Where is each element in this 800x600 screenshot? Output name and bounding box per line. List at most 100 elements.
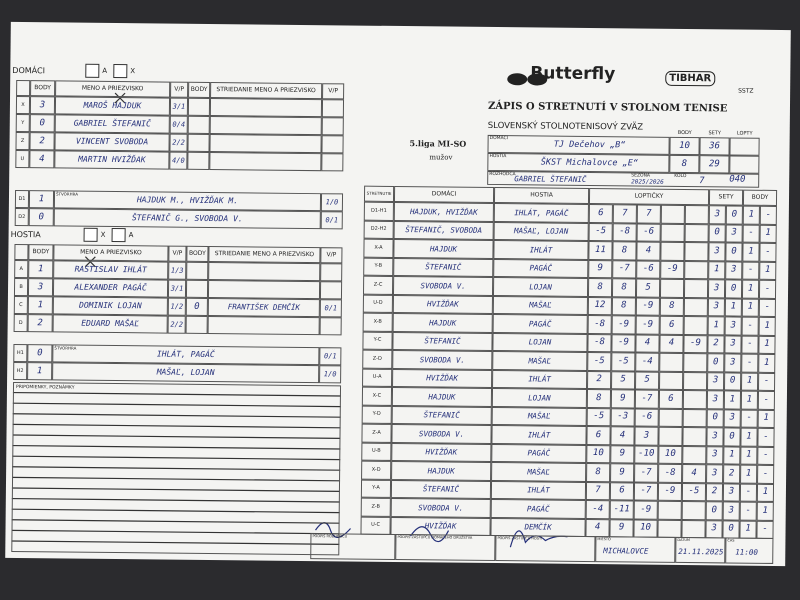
match-code: X-C — [361, 386, 393, 406]
home-player: HAJDUK — [393, 238, 494, 259]
cell — [16, 79, 31, 97]
notes-line — [12, 455, 341, 461]
set-score: 4 — [636, 241, 661, 261]
team-sets: 29 — [699, 155, 730, 174]
sub-win-loss — [319, 281, 343, 300]
match-code: Y-D — [361, 405, 392, 424]
set-score: 7 — [636, 204, 661, 224]
sets: 1 — [724, 297, 742, 317]
match-code: U-A — [362, 368, 393, 387]
set-score: -8 — [587, 314, 612, 334]
set-score — [660, 241, 685, 261]
subtitle: SLOVENSKÝ STOLNOTENISOVÝ ZVÄZ — [487, 120, 644, 133]
match-code: X-B — [362, 312, 393, 332]
set-score: 12 — [587, 296, 612, 316]
referee: GABRIEL ŠTEFANIČ — [514, 174, 587, 184]
win-loss: 0/1 — [319, 347, 342, 366]
date: 21.11.2025 — [678, 546, 724, 557]
set-score: 4 — [585, 518, 610, 538]
points: - — [757, 390, 776, 410]
footer-label: PODPIS ROZHODCU — [312, 534, 348, 539]
guest-player: PAGÁČ — [493, 258, 589, 278]
points: 1 — [741, 279, 760, 299]
cell — [14, 243, 29, 261]
team-points: 10 — [669, 136, 700, 156]
set-score: 5 — [635, 370, 660, 390]
row-code: D2 — [14, 207, 29, 227]
column-header: BODY — [188, 81, 211, 99]
points: 1 — [740, 446, 758, 465]
sets: 2 — [705, 482, 724, 502]
match-code: X-D — [361, 460, 392, 480]
points: - — [759, 205, 777, 225]
row-code: A — [14, 259, 29, 279]
points: 1 — [740, 390, 759, 410]
place: MICHALOVCE — [603, 546, 649, 556]
points: - — [757, 446, 775, 465]
set-score: -9 — [635, 296, 660, 316]
win-loss: 0/1 — [320, 211, 343, 230]
sub-name — [207, 280, 321, 300]
league: 5.liga MI-SO — [409, 138, 467, 149]
points: - — [757, 464, 775, 484]
home-player: HVIŽĎAK — [391, 442, 492, 462]
points: 2 — [29, 132, 55, 151]
sub-win-loss — [321, 153, 344, 172]
set-score: 8 — [611, 296, 636, 316]
notes-line — [12, 444, 341, 450]
set-score: 4 — [682, 463, 707, 483]
sets: 3 — [705, 519, 723, 539]
sets: 3 — [724, 353, 742, 373]
guest-player: PAGÁČ — [490, 498, 586, 519]
points: 1 — [739, 520, 757, 539]
set-score: 3 — [634, 426, 659, 446]
points: 0 — [29, 114, 55, 133]
home-player: HVIŽĎAK — [392, 294, 493, 314]
row-code: U — [15, 149, 30, 169]
league-sub: mužov — [429, 153, 453, 162]
row-code: H2 — [13, 361, 28, 381]
checkbox-label: A — [128, 231, 134, 240]
guest-player: DEMČÍK — [490, 517, 586, 537]
set-score: -9 — [611, 333, 636, 353]
points: - — [758, 372, 776, 391]
guest-player: MAŠAĽ — [491, 406, 587, 426]
team-points: 8 — [669, 154, 700, 174]
sets: 3 — [724, 334, 742, 354]
guest-player: LOJAN — [492, 332, 588, 352]
home-player: HAJDUK, HVIŽĎAK — [393, 201, 494, 222]
player-name: GABRIEL ŠTEFANIČ — [54, 114, 170, 134]
sets: 0 — [722, 519, 740, 539]
match-code: Y-C — [362, 331, 393, 350]
notes-label: PRIPOMIENKY, POZNÁMKY — [15, 385, 75, 391]
signature — [509, 530, 568, 548]
sets: 3 — [706, 427, 724, 446]
guest-player: LOJAN — [492, 276, 589, 297]
win-loss: 1/2 — [167, 297, 186, 316]
set-score — [684, 241, 709, 261]
set-score — [682, 389, 708, 409]
set-score: 6 — [658, 389, 684, 409]
set-score: 6 — [586, 425, 611, 445]
notes-line — [12, 434, 341, 440]
notes-box — [11, 381, 342, 556]
sub-win-loss — [321, 135, 344, 154]
row-code: H1 — [13, 343, 28, 363]
checkbox — [113, 64, 128, 79]
sub-points — [187, 151, 210, 171]
team-name: ŠKST Michalovce „E“ — [540, 157, 639, 169]
federation-logo: SSTZ — [738, 87, 754, 95]
win-loss: 1/3 — [168, 261, 187, 280]
sub-name — [208, 262, 321, 282]
set-score: 2 — [587, 370, 612, 390]
points: 1 — [759, 261, 777, 280]
team-label: HOSTIA — [489, 153, 507, 160]
set-score: -7 — [634, 463, 659, 483]
points: 1 — [756, 483, 775, 502]
points: - — [756, 520, 774, 539]
set-score: -7 — [633, 481, 659, 501]
set-score: -7 — [634, 389, 660, 409]
column-header: BODY — [28, 244, 54, 261]
sets: 3 — [725, 260, 743, 280]
